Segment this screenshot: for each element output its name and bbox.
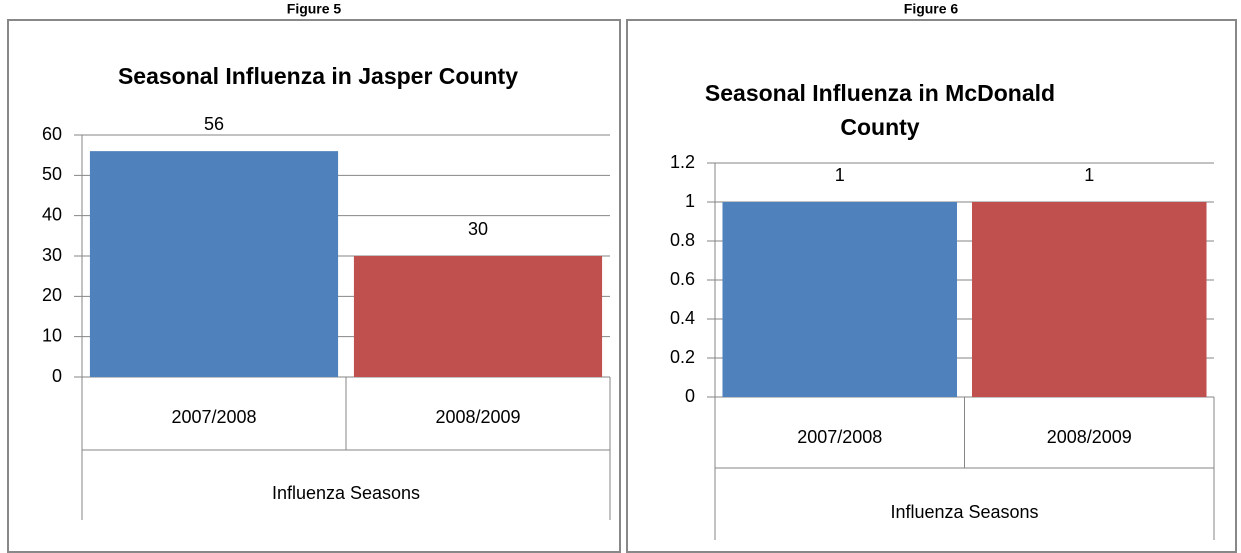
x-tick-label: 2007/2008	[797, 427, 882, 447]
chart-title: Seasonal Influenza in Jasper County	[117, 63, 519, 89]
value-label: 1	[1084, 165, 1094, 185]
x-axis-label: Influenza Seasons	[890, 502, 1038, 522]
y-tick-label: 50	[42, 164, 62, 184]
chart-title: Seasonal Influenza in McDonald County	[704, 80, 1056, 140]
panel-frame	[626, 19, 1237, 553]
y-tick-label: 1	[685, 191, 695, 211]
value-label: 1	[835, 165, 845, 185]
bar	[722, 202, 958, 397]
y-tick-label: 0.8	[670, 230, 695, 250]
y-tick-label: 10	[42, 325, 62, 345]
bar	[353, 256, 603, 377]
x-tick-label: 2008/2009	[1047, 427, 1132, 447]
bar	[971, 202, 1207, 397]
figure-label: Figure 5	[287, 1, 342, 17]
y-tick-label: 1.2	[670, 152, 695, 172]
x-tick-label: 2008/2009	[435, 407, 520, 427]
value-label: 56	[204, 114, 224, 134]
figure-label: Figure 6	[904, 1, 959, 17]
x-axis-label: Influenza Seasons	[272, 483, 420, 503]
y-tick-label: 30	[42, 245, 62, 265]
y-tick-label: 0	[52, 366, 62, 386]
y-tick-label: 60	[42, 124, 62, 144]
y-tick-label: 40	[42, 204, 62, 224]
bar	[89, 151, 339, 377]
value-label: 30	[468, 219, 488, 239]
y-tick-label: 0.4	[670, 308, 695, 328]
y-tick-label: 0	[685, 386, 695, 406]
y-tick-label: 20	[42, 285, 62, 305]
y-tick-label: 0.6	[670, 269, 695, 289]
x-tick-label: 2007/2008	[171, 407, 256, 427]
panel-frame	[7, 19, 621, 553]
y-tick-label: 0.2	[670, 347, 695, 367]
